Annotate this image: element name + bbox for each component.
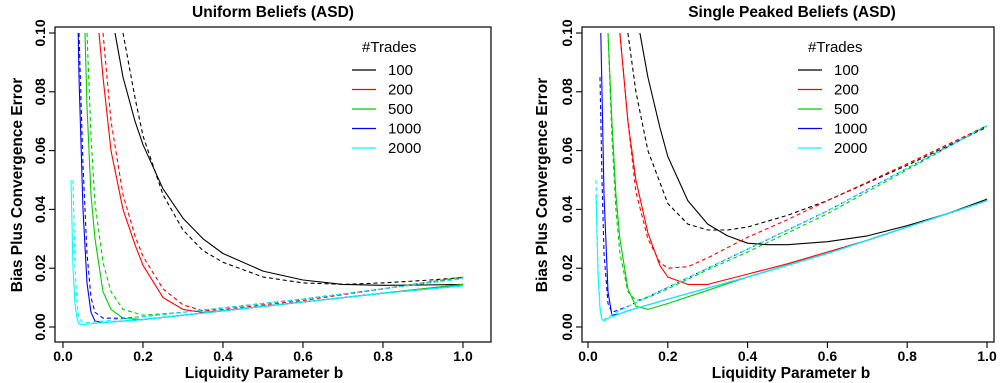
x-tick-label: 0.4 (738, 348, 758, 364)
x-axis-label: Liquidity Parameter b (712, 365, 870, 382)
axes: 0.0 0.2 0.4 0.6 0.8 1.0 0.00 0.02 0.04 0.06 0.08 0.… (32, 19, 473, 364)
x-tick-label: 0.8 (897, 348, 917, 364)
series-line-100-dashed (122, 32, 464, 285)
series-line-2000-dashed (72, 179, 464, 324)
y-tick-label: 0.04 (559, 196, 575, 223)
legend-label: 500 (388, 101, 413, 118)
legend-label: 1000 (834, 121, 867, 138)
legend-label: 1000 (388, 121, 421, 138)
y-tick-label: 0.00 (32, 313, 48, 340)
x-tick-label: 0.0 (578, 348, 598, 364)
series-lines (595, 32, 988, 322)
chart-panel-uniform: Uniform Beliefs (ASD) 0.0 0.2 0.4 0.6 0.8 1.0… (9, 4, 492, 382)
plot-area (54, 26, 492, 343)
y-tick-label: 0.10 (559, 19, 575, 46)
x-tick-label: 0.6 (293, 348, 313, 364)
y-tick-label: 0.06 (32, 137, 48, 164)
legend-title: #Trades (362, 39, 416, 56)
x-tick-label: 0.6 (818, 348, 838, 364)
series-line-100-solid (639, 32, 988, 246)
legend: #Trades 100 200 500 1000 2000 (352, 39, 421, 157)
y-tick-label: 0.06 (559, 137, 575, 164)
legend-label: 2000 (388, 140, 421, 157)
plot-area (581, 26, 995, 343)
chart-panel-single-peaked: Single Peaked Beliefs (ASD) 0.0 0.2 0.4 0.6… (534, 4, 997, 382)
y-axis-label: Bias Plus Convergence Error (534, 78, 551, 293)
series-line-200-dashed (102, 32, 464, 312)
y-tick-label: 0.10 (32, 19, 48, 46)
series-lines (70, 32, 464, 326)
y-tick-label: 0.08 (559, 78, 575, 105)
x-tick-label: 0.0 (53, 348, 73, 364)
series-line-2000-dashed (595, 125, 988, 321)
y-tick-label: 0.04 (32, 196, 48, 223)
y-tick-label: 0.08 (32, 78, 48, 105)
legend-title: #Trades (808, 39, 862, 56)
chart-title: Uniform Beliefs (ASD) (192, 4, 354, 21)
y-tick-label: 0.02 (559, 254, 575, 281)
legend-label: 200 (388, 82, 413, 99)
x-tick-label: 1.0 (977, 348, 997, 364)
y-axis-label: Bias Plus Convergence Error (9, 78, 26, 293)
legend-items: 100 200 500 1000 2000 (352, 62, 421, 157)
plot-frame (54, 26, 492, 343)
chart-title: Single Peaked Beliefs (ASD) (688, 4, 896, 21)
y-tick-label: 0.00 (559, 313, 575, 340)
series-line-1000-dashed (599, 77, 988, 313)
series-line-2000-solid (595, 194, 988, 322)
series-line-100-solid (114, 32, 464, 286)
x-axis-label: Liquidity Parameter b (185, 365, 343, 382)
legend-label: 100 (834, 62, 859, 79)
series-line-500-dashed (607, 32, 988, 302)
x-tick-label: 1.0 (453, 348, 473, 364)
plot-frame (581, 26, 995, 343)
legend-label: 2000 (834, 140, 867, 157)
axes: 0.0 0.2 0.4 0.6 0.8 1.0 0.00 0.02 0.04 0.06 0.08 0.… (559, 19, 997, 364)
x-tick-label: 0.2 (133, 348, 153, 364)
series-line-100-dashed (627, 32, 988, 231)
series-line-2000-solid (70, 179, 464, 326)
legend: #Trades 100 200 500 1000 2000 (798, 39, 867, 157)
legend-label: 500 (834, 101, 859, 118)
legend-label: 100 (388, 62, 413, 79)
x-tick-label: 0.8 (373, 348, 393, 364)
x-tick-label: 0.4 (213, 348, 233, 364)
legend-items: 100 200 500 1000 2000 (798, 62, 867, 157)
legend-label: 200 (834, 82, 859, 99)
x-tick-label: 0.2 (658, 348, 678, 364)
y-tick-label: 0.02 (32, 254, 48, 281)
